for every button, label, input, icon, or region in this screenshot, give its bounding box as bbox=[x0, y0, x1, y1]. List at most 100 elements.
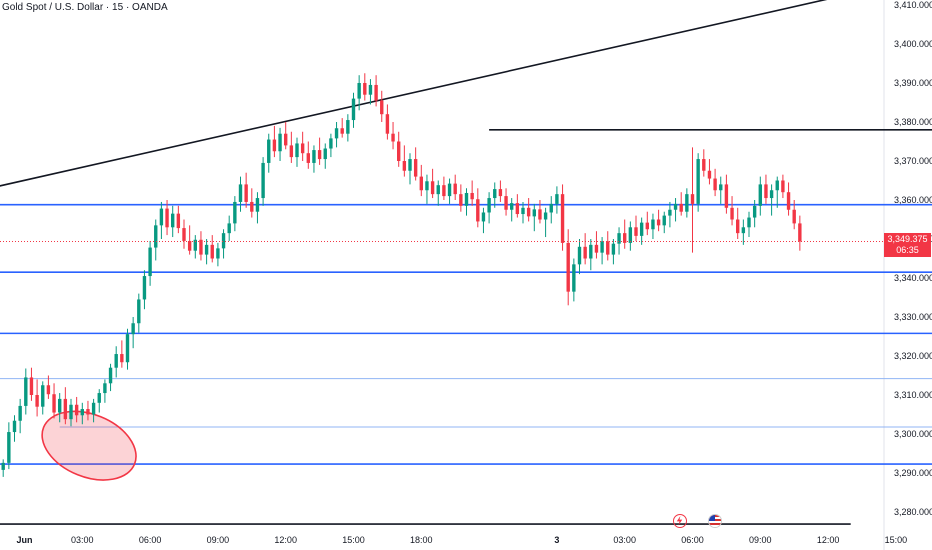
candle-body bbox=[459, 194, 463, 206]
candle-body bbox=[628, 227, 633, 243]
chart-title: Gold Spot / U.S. Dollar · 15 · OANDA bbox=[2, 2, 168, 13]
candle-body bbox=[210, 244, 214, 259]
candle-body bbox=[402, 161, 407, 171]
candle-body bbox=[798, 223, 802, 242]
candle-body bbox=[74, 404, 79, 416]
candle-body bbox=[306, 153, 310, 163]
price-tick-label: 3,310.000 bbox=[894, 390, 932, 400]
candle-body bbox=[317, 150, 322, 160]
candle-body bbox=[7, 432, 11, 463]
candle-body bbox=[24, 377, 28, 406]
candle-body bbox=[171, 213, 175, 228]
candle-body bbox=[555, 194, 559, 204]
candle-body bbox=[577, 246, 582, 265]
candle-body bbox=[713, 178, 717, 191]
candle-body bbox=[35, 395, 39, 407]
candle-body bbox=[560, 194, 565, 243]
time-tick-label: 15:00 bbox=[885, 535, 908, 545]
candle-body bbox=[736, 219, 740, 234]
candle-body bbox=[690, 194, 695, 204]
price-tick-label: 3,320.000 bbox=[894, 351, 932, 361]
candle-body bbox=[204, 244, 209, 255]
candle-body bbox=[346, 120, 350, 134]
lightning-event-icon[interactable] bbox=[673, 514, 687, 528]
candle-body bbox=[679, 203, 683, 212]
highlight-ellipse-shape bbox=[41, 410, 137, 481]
candle-body bbox=[58, 398, 62, 413]
candle-body bbox=[775, 180, 779, 191]
candle-body bbox=[617, 233, 621, 244]
candle-body bbox=[125, 334, 130, 363]
candle-body bbox=[656, 219, 661, 226]
candle-body bbox=[46, 385, 51, 395]
price-tick-label: 3,300.000 bbox=[894, 429, 932, 439]
candle-body bbox=[182, 228, 186, 241]
highlight-ellipse bbox=[41, 410, 137, 481]
price-tick-label: 3,410.000 bbox=[894, 0, 932, 10]
price-tick-label: 3,280.000 bbox=[894, 507, 932, 517]
time-tick-label: 12:00 bbox=[817, 535, 840, 545]
candle-body bbox=[493, 189, 497, 199]
candle-body bbox=[289, 145, 294, 158]
candle-body bbox=[329, 138, 333, 149]
candle-body bbox=[91, 402, 96, 415]
candle-body bbox=[97, 393, 101, 403]
candle-body bbox=[272, 139, 277, 152]
time-tick-label: Jun bbox=[16, 535, 32, 545]
candle-body bbox=[142, 276, 147, 300]
price-tick-label: 3,400.000 bbox=[894, 39, 932, 49]
candle-body bbox=[69, 404, 73, 420]
candle-body bbox=[600, 241, 604, 253]
time-tick-label: 15:00 bbox=[342, 535, 365, 545]
time-axis[interactable]: Jun 03:00 06:00 09:00 12:00 15:00 18:00 3 03:00 0… bbox=[16, 535, 932, 545]
candle-body bbox=[300, 143, 305, 154]
price-tick-label: 3,360.000 bbox=[894, 195, 932, 205]
candle-body bbox=[278, 133, 282, 152]
candle-body bbox=[238, 184, 243, 202]
candle-body bbox=[137, 299, 141, 324]
candle-body bbox=[176, 213, 181, 229]
last-price-badge: 3,349.375 06:35 bbox=[884, 233, 931, 257]
candle-body bbox=[464, 192, 469, 206]
candle-body bbox=[165, 208, 169, 228]
candle-body bbox=[662, 215, 666, 226]
candle-body bbox=[549, 203, 553, 213]
candle-body bbox=[221, 233, 226, 249]
candle-body bbox=[334, 128, 339, 139]
us-flag-icon[interactable] bbox=[708, 514, 722, 528]
time-tick-label: 03:00 bbox=[71, 535, 94, 545]
candle-body bbox=[148, 247, 152, 277]
candle-body bbox=[566, 242, 570, 292]
candle-body bbox=[363, 83, 367, 95]
time-tick-label: 09:00 bbox=[207, 535, 230, 545]
candle-body bbox=[261, 162, 265, 199]
candle-body bbox=[453, 183, 457, 195]
candle-body bbox=[781, 180, 785, 193]
price-tick-label: 3,370.000 bbox=[894, 156, 932, 166]
candle-body bbox=[521, 207, 525, 215]
candle-body bbox=[430, 181, 435, 195]
candle-body bbox=[425, 181, 429, 191]
trend-line bbox=[0, 0, 828, 187]
candle-body bbox=[419, 176, 423, 191]
candle-body bbox=[284, 133, 288, 146]
time-tick-label: 06:00 bbox=[681, 535, 704, 545]
candle-body bbox=[114, 354, 118, 368]
candle-body bbox=[323, 148, 327, 160]
candle-body bbox=[385, 114, 390, 134]
candle-body bbox=[487, 198, 491, 213]
time-tick-label: 06:00 bbox=[139, 535, 162, 545]
candle-body bbox=[476, 199, 480, 222]
candle-body bbox=[340, 128, 344, 134]
candle-body bbox=[583, 246, 587, 259]
candle-body bbox=[752, 205, 757, 218]
candle-body bbox=[408, 159, 412, 171]
candle-body bbox=[380, 100, 384, 115]
price-tick-label: 3,390.000 bbox=[894, 78, 932, 88]
candle-body bbox=[52, 394, 56, 413]
candle-body bbox=[397, 141, 401, 161]
candle-body bbox=[606, 241, 610, 255]
candle-body bbox=[80, 409, 84, 416]
candle-body bbox=[357, 83, 361, 99]
